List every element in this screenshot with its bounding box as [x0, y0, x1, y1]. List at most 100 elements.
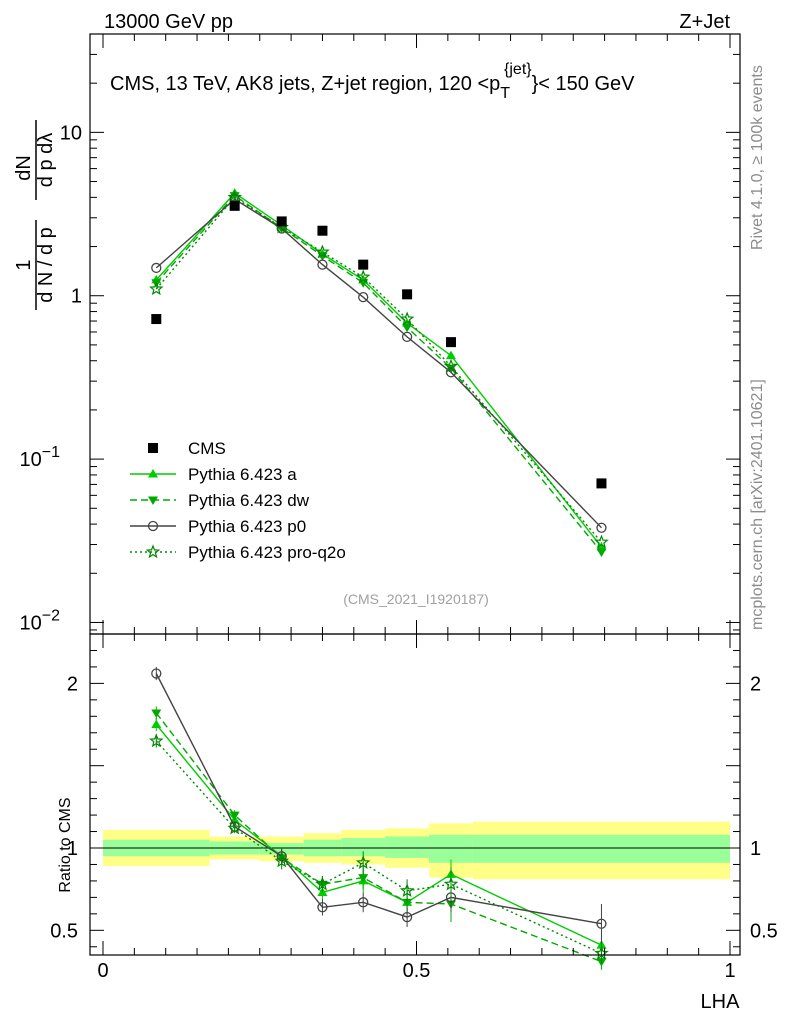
- ylabel-deriv-den: d p dλ: [35, 133, 57, 187]
- main-point-1-1: [229, 192, 240, 201]
- main-ytick-label-3: 10−2: [20, 607, 61, 634]
- legend-marker-1: [148, 469, 158, 478]
- legend-label-0: CMS: [188, 439, 226, 458]
- ratio-point-2-3: [317, 902, 328, 913]
- plot-title-end: }< 150 GeV: [532, 73, 636, 95]
- axes: 10 1 10−1 10−2 2 2 1 1 0.5 0.5 0 0.5 1: [20, 33, 778, 982]
- main-point-2-5: [401, 331, 413, 343]
- ratio-point-3-4: [355, 855, 371, 870]
- ratio-point-3-5: [399, 883, 415, 898]
- data-point-6: [445, 337, 456, 348]
- main-line-2: [155, 198, 602, 529]
- ratio-ylabel: Ratio to CMS: [57, 797, 74, 892]
- plot-title: CMS, 13 TeV, AK8 jets, Z+jet region, 120…: [110, 61, 635, 102]
- xtick-label-2: 1: [724, 960, 735, 982]
- main-point-3-6: [443, 358, 459, 373]
- main-ylabel: 1 d N / d p dN d p dλ: [13, 120, 57, 310]
- xtick-label-1: 0.5: [403, 960, 431, 982]
- ratio-point-1-0: [151, 709, 162, 719]
- ratio-point-3-1: [227, 820, 242, 835]
- main-ytick-exp-3: −2: [42, 607, 60, 624]
- ratio-point-2-5: [401, 911, 413, 923]
- header-right: Z+Jet: [679, 11, 730, 33]
- main-point-3-0: [149, 281, 164, 296]
- main-point-2-4: [358, 292, 369, 303]
- ratio-point-3-2: [274, 853, 289, 868]
- legend-label-4: Pythia 6.423 pro-q2o: [188, 543, 346, 562]
- main-ytick-label-2: 10−1: [20, 444, 61, 471]
- plot-title-sub: T: [500, 85, 510, 102]
- ratio-point-2-0: [151, 668, 162, 679]
- ratio-bands: [90, 821, 740, 880]
- main-line-1: [155, 194, 603, 553]
- ratio-ytick-label-1: 1: [67, 838, 78, 860]
- main-point-3-3: [315, 244, 330, 259]
- ratio-line-1: [155, 712, 602, 963]
- header-left: 13000 GeV pp: [104, 11, 233, 33]
- ratio-line-3: [155, 740, 602, 955]
- band-green-7: [472, 834, 730, 863]
- ratio-point-3-7: [594, 945, 609, 960]
- ylabel-denominator: d N / d p: [35, 227, 57, 303]
- legend-marker-3: [147, 520, 159, 532]
- legend-marker-2: [148, 496, 158, 505]
- band-green-5: [385, 836, 430, 858]
- ratio-plot-marks: [149, 666, 609, 970]
- ratio-ytick-label-right-0: 2: [750, 673, 761, 695]
- ratio-frame: [89, 633, 741, 956]
- ratio-ytick-label-0: 2: [67, 673, 78, 695]
- ratio-line-2: [155, 673, 602, 925]
- main-ytick-exp-2: −1: [42, 444, 60, 461]
- main-point-2-7: [596, 522, 607, 533]
- data-point-2: [276, 216, 287, 227]
- main-point-2-6: [445, 367, 457, 378]
- ratio-point-3-0: [149, 733, 164, 748]
- x-axis-label: LHA: [701, 991, 741, 1013]
- legend-label-2: Pythia 6.423 dw: [188, 491, 310, 510]
- ratio-point-1-1: [229, 811, 240, 821]
- main-ytick-label-0: 10: [60, 122, 82, 144]
- ratio-point-2-7: [596, 918, 607, 929]
- ylabel-deriv: dN: [13, 155, 35, 181]
- main-line-3: [155, 196, 602, 543]
- band-green-4: [341, 838, 386, 857]
- side-text-bottom: mcplots.cern.ch [arXiv:2401.10621]: [749, 379, 766, 630]
- ratio-point-2-4: [358, 897, 369, 908]
- xtick-label-0: 0: [97, 960, 108, 982]
- plot-title-main: CMS, 13 TeV, AK8 jets, Z+jet region, 120…: [110, 73, 500, 95]
- ratio-point-3-3: [315, 876, 330, 891]
- data-point-3: [317, 225, 328, 236]
- analysis-ref: (CMS_2021_I1920187): [343, 591, 489, 607]
- plot-title-sup: {jet}: [504, 61, 532, 78]
- data-point-7: [596, 478, 607, 489]
- ratio-line-0: [155, 724, 602, 946]
- ratio-ytick-label-right-2: 0.5: [750, 920, 778, 942]
- data-point-4: [358, 259, 369, 270]
- main-ytick-label-1: 1: [71, 286, 82, 308]
- ratio-ytick-label-2: 0.5: [50, 920, 78, 942]
- main-point-0-6: [445, 350, 456, 360]
- main-point-3-7: [594, 534, 609, 549]
- ratio-point-1-4: [358, 874, 369, 883]
- legend-label-3: Pythia 6.423 p0: [188, 517, 306, 536]
- ratio-ytick-label-right-1: 1: [750, 838, 761, 860]
- data-point-1: [229, 200, 240, 211]
- main-point-3-4: [355, 269, 371, 284]
- main-point-3-1: [227, 189, 242, 204]
- main-plot-marks: [149, 188, 609, 557]
- main-point-3-5: [399, 311, 415, 326]
- ylabel-numerator: 1: [13, 259, 35, 270]
- main-point-2-0: [151, 262, 162, 274]
- legend: CMS Pythia 6.423 a Pythia 6.423 dw Pythia 6…: [130, 439, 346, 562]
- ratio-point-1-5: [402, 898, 413, 908]
- main-point-1-5: [402, 323, 413, 333]
- data-point-5: [402, 289, 413, 300]
- data-point-0: [151, 314, 162, 325]
- legend-marker-4: [145, 544, 161, 559]
- ratio-point-0-0: [151, 719, 162, 729]
- band-green-6: [429, 834, 473, 863]
- main-point-1-7: [596, 548, 607, 557]
- side-text-top: Rivet 4.1.0, ≥ 100k events: [749, 65, 766, 250]
- main-point-2-3: [317, 259, 328, 270]
